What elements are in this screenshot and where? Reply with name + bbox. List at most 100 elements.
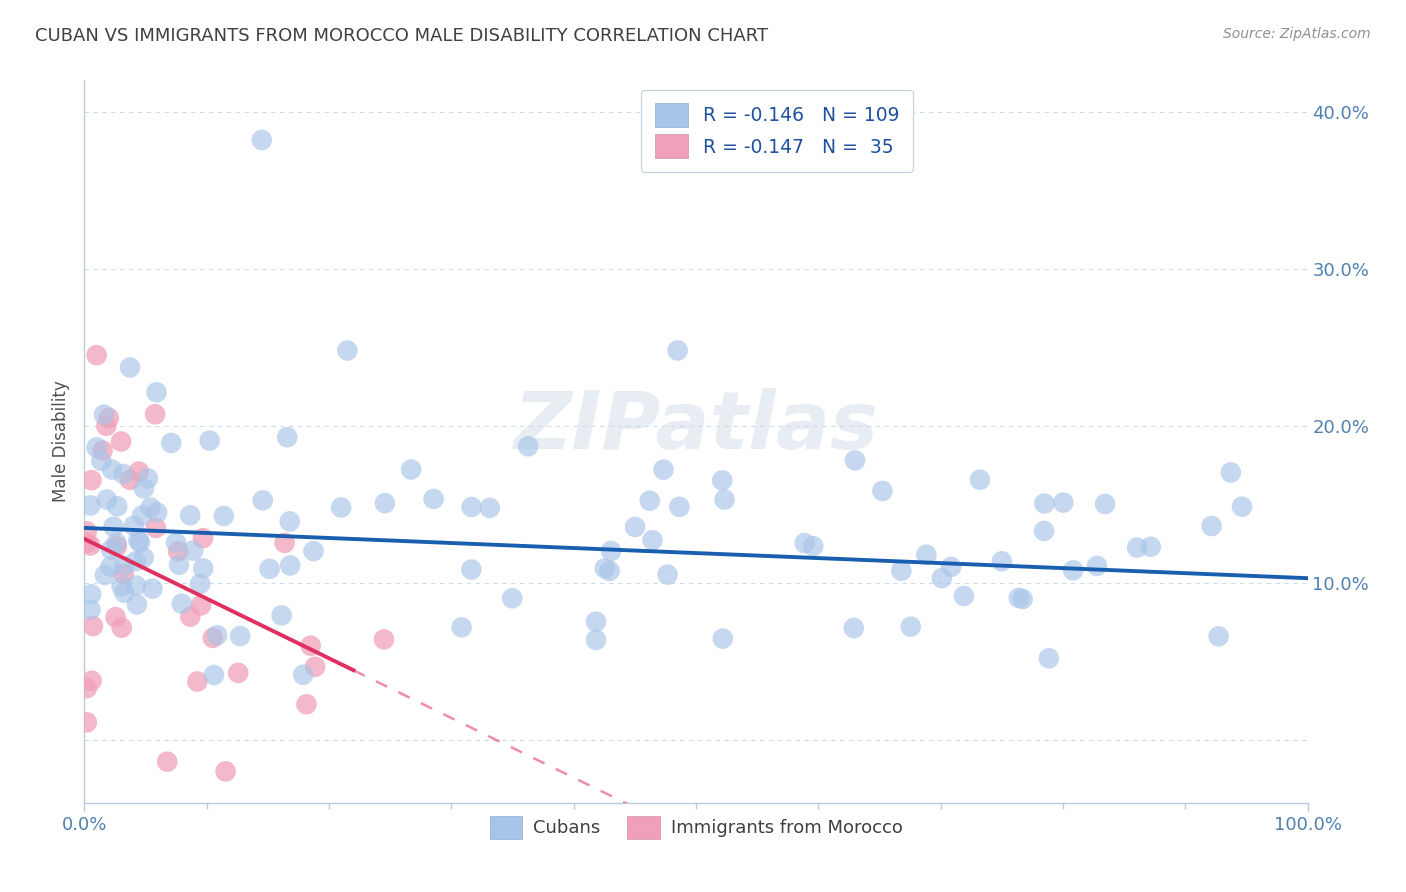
Point <box>214 764 236 779</box>
Point <box>186 674 208 689</box>
Point <box>226 665 249 680</box>
Point <box>336 343 359 358</box>
Point <box>125 578 148 592</box>
Point <box>112 467 135 481</box>
Point <box>136 471 159 485</box>
Point <box>127 533 149 548</box>
Point <box>86 441 108 455</box>
Point <box>278 558 301 573</box>
Point <box>103 519 125 533</box>
Point <box>80 473 103 487</box>
Point <box>90 454 112 468</box>
Point <box>1126 541 1149 555</box>
Point <box>160 436 183 450</box>
Point <box>145 521 167 535</box>
Point <box>100 542 122 557</box>
Point <box>842 621 865 635</box>
Point <box>652 463 675 477</box>
Point <box>872 483 894 498</box>
Point <box>131 508 153 523</box>
Point <box>76 715 98 730</box>
Point <box>96 418 118 433</box>
Point <box>170 597 193 611</box>
Point <box>801 539 824 553</box>
Point <box>460 563 482 577</box>
Point <box>330 500 353 515</box>
Point <box>273 536 295 550</box>
Point <box>105 540 128 554</box>
Point <box>132 481 155 495</box>
Point <box>105 499 128 513</box>
Point <box>1085 558 1108 573</box>
Point <box>1038 651 1060 665</box>
Point <box>156 755 179 769</box>
Point <box>713 492 735 507</box>
Point <box>132 550 155 565</box>
Point <box>1033 524 1056 538</box>
Text: Source: ZipAtlas.com: Source: ZipAtlas.com <box>1223 27 1371 41</box>
Point <box>139 500 162 515</box>
Point <box>278 515 301 529</box>
Point <box>600 544 623 558</box>
Point <box>953 589 976 603</box>
Point <box>793 536 815 550</box>
Point <box>110 434 132 449</box>
Point <box>478 500 501 515</box>
Point <box>460 500 482 514</box>
Point <box>1062 563 1084 577</box>
Point <box>276 430 298 444</box>
Point <box>711 474 734 488</box>
Point <box>167 558 190 572</box>
Point <box>1011 592 1033 607</box>
Point <box>931 571 953 585</box>
Point <box>101 462 124 476</box>
Point <box>900 620 922 634</box>
Point <box>79 603 101 617</box>
Point <box>181 543 204 558</box>
Point <box>638 493 661 508</box>
Point <box>179 609 201 624</box>
Point <box>91 443 114 458</box>
Point <box>167 544 190 558</box>
Point <box>450 620 472 634</box>
Point <box>501 591 523 606</box>
Point <box>252 493 274 508</box>
Point <box>304 659 326 673</box>
Text: ZIPatlas: ZIPatlas <box>513 388 879 467</box>
Point <box>79 539 101 553</box>
Point <box>128 465 150 479</box>
Point <box>179 508 201 523</box>
Point <box>373 632 395 647</box>
Point <box>292 667 315 681</box>
Point <box>1052 495 1074 509</box>
Point <box>1033 496 1056 510</box>
Legend: Cubans, Immigrants from Morocco: Cubans, Immigrants from Morocco <box>481 806 911 848</box>
Point <box>229 629 252 643</box>
Point <box>259 562 281 576</box>
Point <box>79 499 101 513</box>
Point <box>112 558 135 573</box>
Point <box>122 518 145 533</box>
Point <box>205 628 228 642</box>
Point <box>143 407 166 421</box>
Point <box>1139 540 1161 554</box>
Point <box>270 608 292 623</box>
Point <box>165 535 187 549</box>
Point <box>86 348 108 362</box>
Point <box>302 544 325 558</box>
Point <box>125 554 148 568</box>
Point <box>191 531 214 545</box>
Point <box>202 668 225 682</box>
Point <box>657 567 679 582</box>
Point <box>641 533 664 548</box>
Point <box>422 491 444 506</box>
Point <box>80 587 103 601</box>
Point <box>201 631 224 645</box>
Point <box>585 615 607 629</box>
Point <box>666 343 689 358</box>
Point <box>399 462 422 476</box>
Point <box>118 360 141 375</box>
Point <box>193 561 215 575</box>
Point <box>111 579 134 593</box>
Text: CUBAN VS IMMIGRANTS FROM MOROCCO MALE DISABILITY CORRELATION CHART: CUBAN VS IMMIGRANTS FROM MOROCCO MALE DI… <box>35 27 768 45</box>
